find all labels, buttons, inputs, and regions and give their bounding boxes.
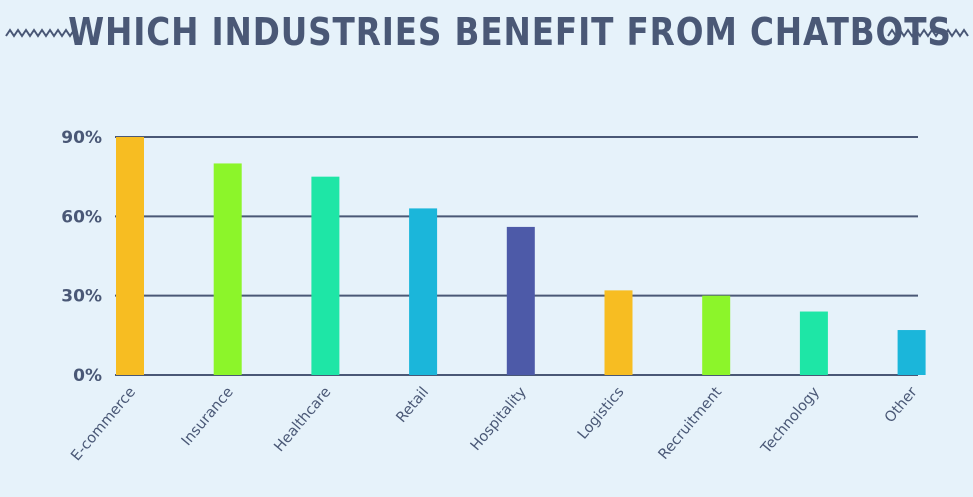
x-category-label: Insurance bbox=[179, 384, 237, 449]
bar-chart: 0% 30% 60% 90% E-commerce Insurance Healthcar… bbox=[0, 0, 973, 497]
x-category-label: Logistics bbox=[575, 384, 628, 442]
y-tick-label: 30% bbox=[61, 287, 102, 307]
bar-other bbox=[898, 330, 926, 375]
bar-logistics bbox=[605, 290, 633, 375]
right-squiggle-decoration bbox=[888, 30, 968, 36]
bar-recruitment bbox=[702, 296, 730, 375]
bar-retail bbox=[409, 208, 437, 375]
bar-e-commerce bbox=[116, 137, 144, 375]
bars bbox=[116, 137, 926, 375]
x-category-label: Hospitality bbox=[468, 384, 530, 454]
bar-insurance bbox=[214, 163, 242, 375]
y-tick-label: 90% bbox=[61, 128, 102, 148]
x-category-label: Retail bbox=[394, 384, 433, 426]
x-category-label: Technology bbox=[758, 384, 823, 458]
bar-hospitality bbox=[507, 227, 535, 375]
x-category-label: Healthcare bbox=[271, 384, 334, 455]
bar-healthcare bbox=[311, 177, 339, 375]
x-category-label: Recruitment bbox=[656, 384, 726, 463]
x-category-label: Other bbox=[882, 384, 921, 426]
y-axis-tick-labels: 0% 30% 60% 90% bbox=[61, 128, 102, 386]
y-tick-label: 60% bbox=[61, 207, 102, 227]
x-axis-category-labels: E-commerce Insurance Healthcare Retail Hospi… bbox=[68, 384, 920, 464]
bar-technology bbox=[800, 312, 828, 375]
y-tick-label: 0% bbox=[73, 366, 102, 386]
left-squiggle-decoration bbox=[6, 30, 78, 36]
x-category-label: E-commerce bbox=[68, 384, 139, 464]
